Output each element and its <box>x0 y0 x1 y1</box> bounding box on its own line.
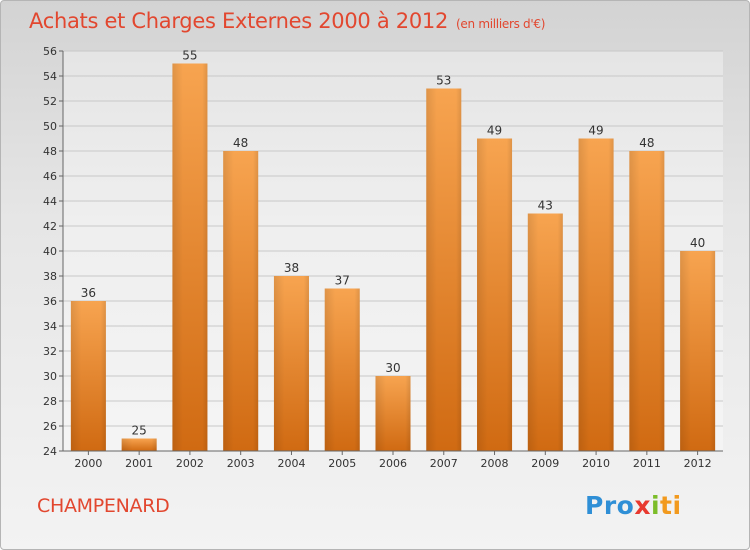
data-label: 43 <box>538 199 553 213</box>
y-tick-label: 52 <box>43 95 57 108</box>
data-label: 53 <box>436 74 451 88</box>
bar-shade <box>426 88 462 451</box>
x-tick-label: 2012 <box>684 457 712 470</box>
chart-unit: (en milliers d'€) <box>456 17 546 31</box>
data-label: 48 <box>233 136 248 150</box>
x-tick-label: 2006 <box>379 457 407 470</box>
data-label: 48 <box>639 136 654 150</box>
commune-name: CHAMPENARD <box>37 495 170 517</box>
y-tick-label: 28 <box>43 395 57 408</box>
x-tick-label: 2002 <box>176 457 204 470</box>
bar-shade <box>324 288 360 451</box>
data-label: 25 <box>132 424 147 438</box>
y-tick-label: 40 <box>43 245 57 258</box>
x-tick-label: 2007 <box>430 457 458 470</box>
data-label: 36 <box>81 286 96 300</box>
bar-shade <box>477 138 513 451</box>
y-tick-label: 30 <box>43 370 57 383</box>
bar-shade <box>172 63 208 451</box>
logo-part-3: i <box>650 491 661 520</box>
x-tick-label: 2011 <box>633 457 661 470</box>
x-tick-label: 2004 <box>277 457 305 470</box>
x-tick-label: 2009 <box>531 457 559 470</box>
data-label: 49 <box>588 124 603 138</box>
y-tick-label: 54 <box>43 70 57 83</box>
y-tick-label: 26 <box>43 420 57 433</box>
y-tick-label: 36 <box>43 295 57 308</box>
logo-part-1: Pro <box>585 491 635 520</box>
chart-title-text: Achats et Charges Externes 2000 à 2012 <box>29 9 449 33</box>
x-tick-label: 2005 <box>328 457 356 470</box>
y-tick-label: 50 <box>43 120 57 133</box>
bar-shade <box>629 151 665 451</box>
y-tick-label: 42 <box>43 220 57 233</box>
x-tick-label: 2008 <box>481 457 509 470</box>
bar-shade <box>375 376 411 451</box>
bar-shade <box>70 301 106 451</box>
bar-shade <box>527 213 563 451</box>
y-tick-label: 44 <box>43 195 57 208</box>
y-tick-label: 34 <box>43 320 57 333</box>
y-tick-label: 56 <box>43 45 57 58</box>
chart-title: Achats et Charges Externes 2000 à 2012 (e… <box>29 9 545 33</box>
bar-shade <box>121 438 157 451</box>
data-label: 40 <box>690 236 705 250</box>
bar-shade <box>223 151 259 451</box>
y-tick-label: 24 <box>43 445 57 458</box>
bar-shade <box>273 276 309 451</box>
y-tick-label: 32 <box>43 345 57 358</box>
y-tick-label: 46 <box>43 170 57 183</box>
y-tick-label: 38 <box>43 270 57 283</box>
bar-shade <box>578 138 614 451</box>
logo-part-2: x <box>634 491 651 520</box>
proxiti-logo: Proxiti <box>585 491 682 520</box>
data-label: 37 <box>335 274 350 288</box>
bar-shade <box>680 251 716 451</box>
logo-part-4: ti <box>660 491 682 520</box>
data-label: 30 <box>385 361 400 375</box>
x-tick-label: 2000 <box>74 457 102 470</box>
x-tick-label: 2010 <box>582 457 610 470</box>
data-label: 55 <box>182 49 197 63</box>
y-tick-label: 48 <box>43 145 57 158</box>
data-label: 49 <box>487 124 502 138</box>
data-label: 38 <box>284 261 299 275</box>
x-tick-label: 2003 <box>227 457 255 470</box>
x-tick-label: 2001 <box>125 457 153 470</box>
